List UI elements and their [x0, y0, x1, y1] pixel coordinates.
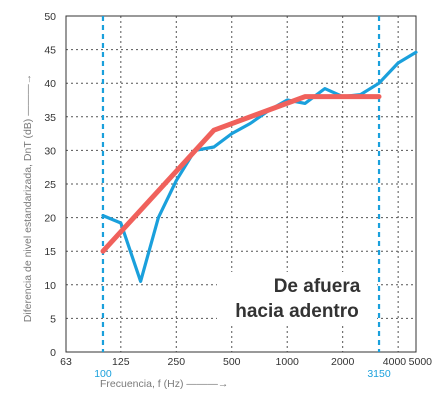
y-tick-label: 5 [50, 313, 56, 325]
plot-frame [65, 15, 417, 353]
annotation-background [217, 272, 377, 324]
x-tick-labels: 63 125 250 500 1000 2000 4000 5000 [60, 356, 432, 368]
annotation-line-1: De afuera [274, 276, 361, 297]
x-tick-label: 4000 [383, 356, 407, 368]
x-tick-label: 63 [60, 356, 72, 368]
y-tick-label: 45 [44, 45, 56, 57]
annotation: De afuera hacia adentro [217, 272, 377, 324]
y-tick-label: 10 [44, 280, 56, 292]
y-tick-label: 25 [44, 179, 56, 191]
y-tick-label: 35 [44, 112, 56, 124]
x-axis-title: Frecuencia, f (Hz) ———→ [100, 378, 228, 390]
x-tick-label: 500 [223, 356, 241, 368]
series-line-1 [101, 50, 418, 283]
frequency-marker-label: 100 [94, 368, 112, 380]
y-tick-label: 50 [44, 11, 56, 23]
x-tick-label: 1000 [276, 356, 300, 368]
annotation-line-2: hacia adentro [235, 301, 359, 322]
frequency-marker-label: 3150 [367, 368, 391, 380]
x-tick-label: 5000 [409, 356, 433, 368]
y-axis-title: Diferencia de nivel estandarizada, DnT (… [22, 74, 34, 322]
frequency-markers: 100 3150 [94, 16, 391, 380]
y-tick-label: 30 [44, 145, 56, 157]
series-line-2 [100, 94, 382, 254]
y-tick-label: 40 [44, 78, 56, 90]
y-tick-label: 15 [44, 246, 56, 258]
series [100, 50, 418, 283]
x-tick-label: 125 [112, 356, 130, 368]
x-tick-label: 2000 [331, 356, 355, 368]
x-tick-label: 250 [168, 356, 186, 368]
y-tick-labels: 0 5 10 15 20 25 30 35 40 45 50 [44, 11, 56, 359]
y-tick-label: 0 [50, 347, 56, 359]
y-tick-label: 20 [44, 213, 56, 225]
